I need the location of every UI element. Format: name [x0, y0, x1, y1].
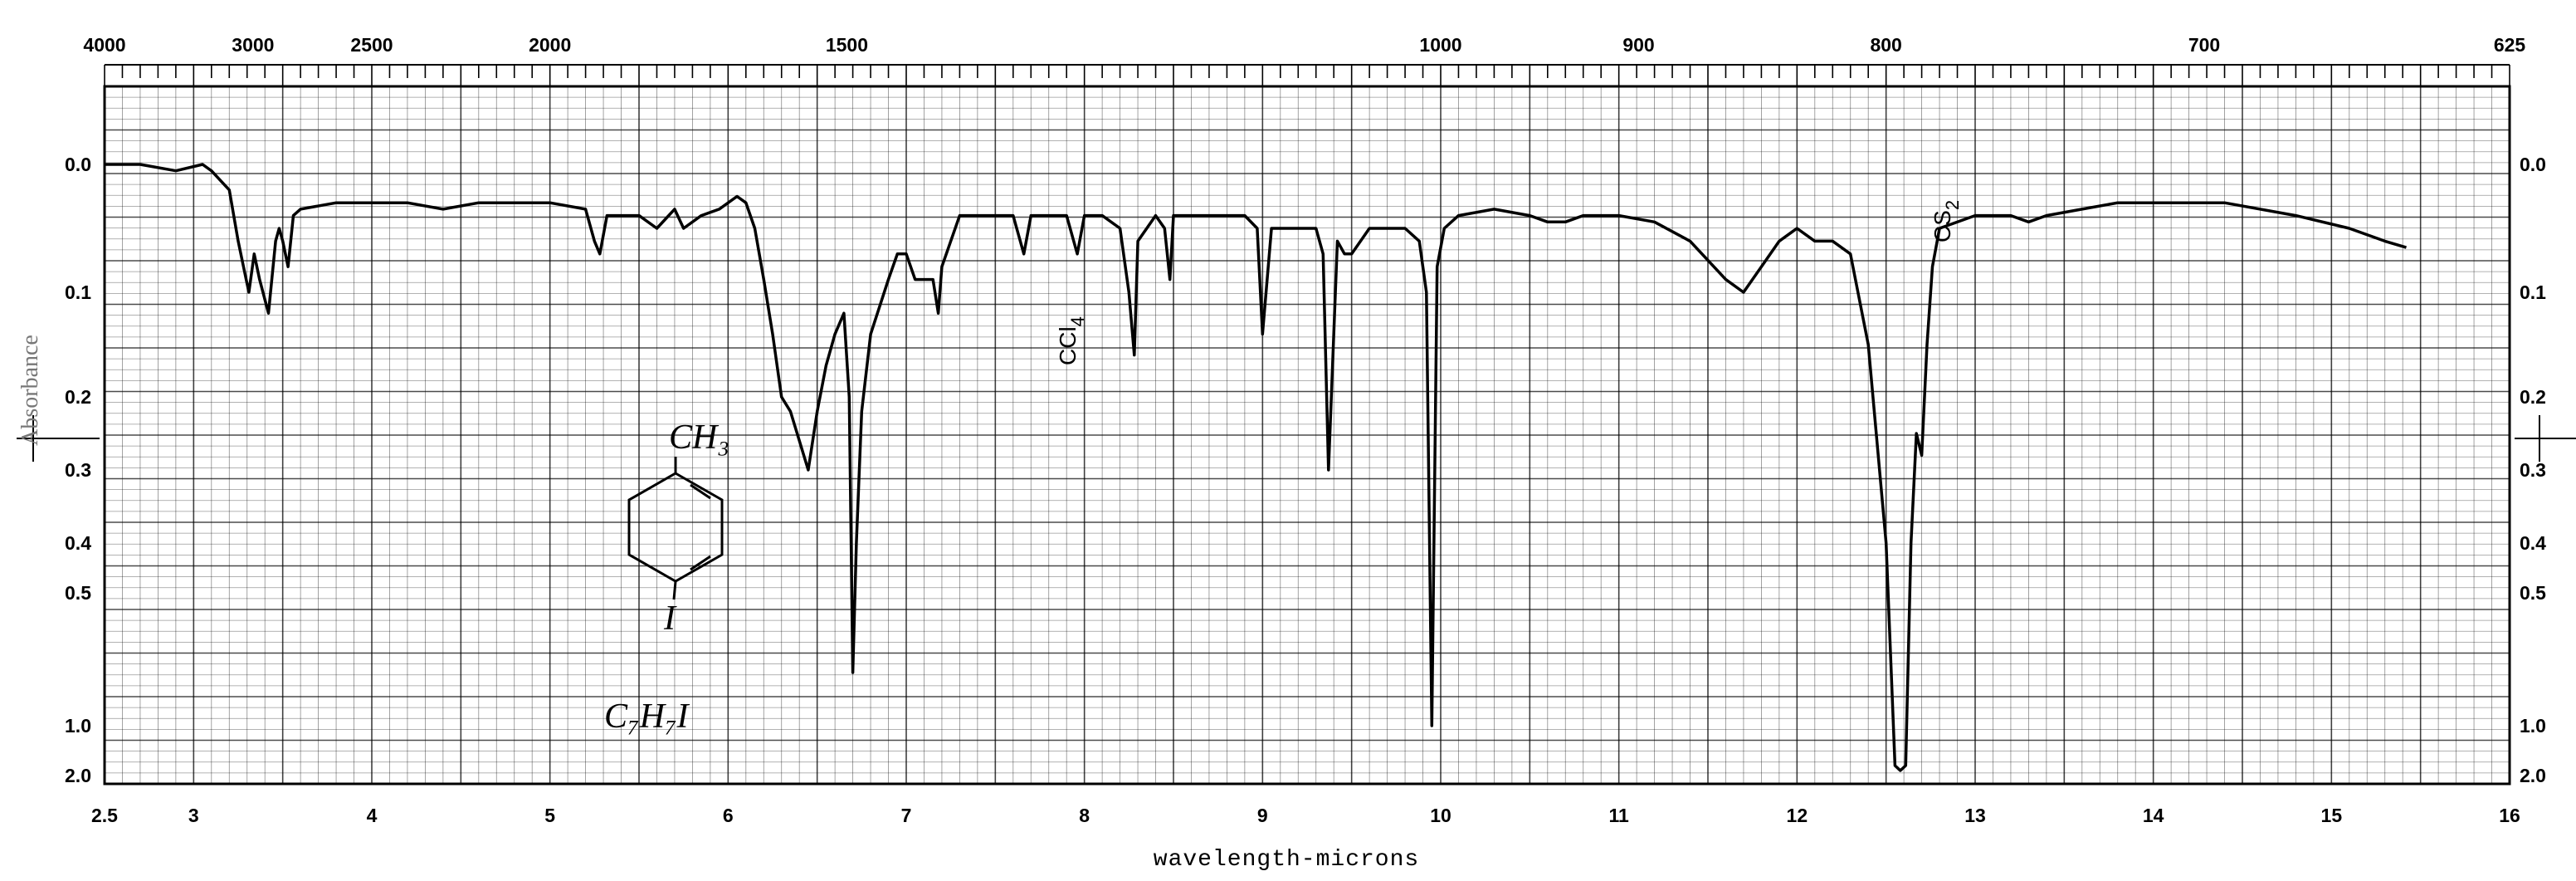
benzene-structure-drawing: [627, 457, 724, 600]
y-axis-tick-labels-right: 0.0 0.1 0.2 0.3 0.4 0.5 1.0 2.0: [2520, 154, 2546, 786]
structure-label-i: I: [663, 600, 677, 638]
bottom-tick-label: 6: [723, 805, 734, 826]
y-tick-label-right: 0.5: [2520, 582, 2546, 604]
bottom-tick-label: 9: [1257, 805, 1268, 826]
y-tick-label-left: 0.0: [65, 154, 91, 175]
bottom-tick-label: 8: [1079, 805, 1090, 826]
annotation-ccl4-main: CCl: [1055, 326, 1081, 365]
bottom-tick-label: 13: [1964, 805, 1986, 826]
top-tick-label: 4000: [83, 34, 125, 56]
y-tick-label-left: 0.2: [65, 386, 91, 408]
top-tick-label: 1500: [826, 34, 868, 56]
bottom-tick-label: 15: [2321, 805, 2343, 826]
bottom-tick-label: 11: [1609, 805, 1630, 826]
y-tick-label-right: 0.3: [2520, 459, 2546, 481]
top-axis-tick-labels: 4000 3000 2500 2000 1500 1000 900 800 700 625: [83, 34, 2525, 56]
top-tick-label: 900: [1622, 34, 1654, 56]
y-tick-label-left: 1.0: [65, 715, 91, 737]
bottom-tick-label: 12: [1787, 805, 1808, 826]
annotation-ccl4: CCl4: [1055, 316, 1088, 365]
top-axis-minor-ticks: [104, 65, 2510, 86]
annotation-cs2-main: CS: [1930, 210, 1955, 242]
y-tick-label-left: 0.5: [65, 582, 91, 604]
top-tick-label: 3000: [232, 34, 274, 56]
x-axis-label: wavelength-microns: [1154, 847, 1419, 873]
y-tick-label-right: 1.0: [2520, 715, 2546, 737]
bottom-tick-label: 4: [367, 805, 378, 826]
y-axis-label: Absorbance: [17, 335, 43, 446]
formula-handwritten: C₇H₇I: [604, 697, 690, 736]
top-tick-label: 2000: [529, 34, 571, 56]
bottom-tick-label: 2.5: [91, 805, 118, 826]
top-tick-label: 2500: [350, 34, 393, 56]
y-axis-tick-labels-left: 0.0 0.1 0.2 0.3 0.4 0.5 1.0 2.0: [65, 154, 91, 786]
bottom-tick-label: 10: [1430, 805, 1451, 826]
horizontal-gridlines: [105, 86, 2510, 785]
annotation-cs2: CS2: [1930, 200, 1963, 242]
bottom-tick-label: 3: [188, 805, 199, 826]
top-tick-label: 625: [2494, 34, 2526, 56]
spectrum-series-line: [105, 163, 2408, 772]
bottom-tick-label: 5: [544, 805, 555, 826]
bottom-tick-label: 7: [901, 805, 912, 826]
top-tick-label: 800: [1870, 34, 1901, 56]
top-tick-label: 700: [2188, 34, 2220, 56]
top-tick-label: 1000: [1419, 34, 1461, 56]
bottom-tick-label: 14: [2143, 805, 2164, 826]
y-tick-label-left: 0.1: [65, 281, 91, 303]
y-tick-label-right: 2.0: [2520, 765, 2546, 786]
structure-label-ch3: CH₃: [669, 418, 729, 457]
annotation-cs2-sub: 2: [1942, 200, 1963, 210]
annotation-ccl4-sub: 4: [1067, 316, 1088, 326]
y-tick-label-right: 0.2: [2520, 386, 2546, 408]
y-tick-label-left: 2.0: [65, 765, 91, 786]
y-tick-label-right: 0.1: [2520, 281, 2546, 303]
y-tick-label-left: 0.4: [65, 532, 91, 554]
bottom-tick-label: 16: [2499, 805, 2520, 826]
y-tick-label-right: 0.0: [2520, 154, 2546, 175]
y-tick-label-left: 0.3: [65, 459, 91, 481]
y-tick-label-right: 0.4: [2520, 532, 2546, 554]
bottom-axis-tick-labels: 2.5 3 4 5 6 7 8 9 10 11 12 13 14 15 16: [91, 805, 2520, 826]
